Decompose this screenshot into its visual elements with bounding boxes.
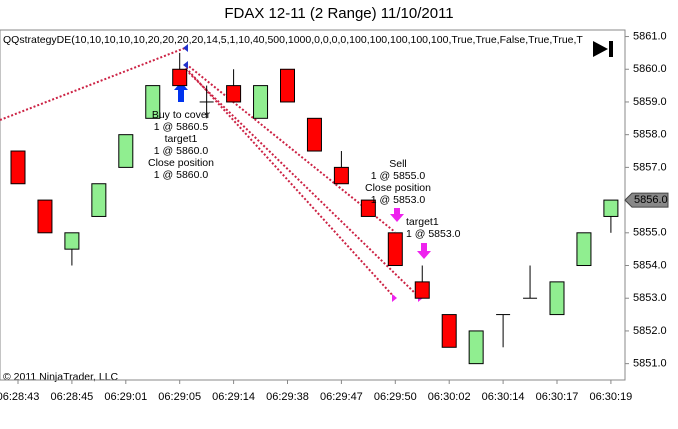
- annotation: target1: [406, 216, 439, 228]
- y-tick-label: 5859.0: [633, 96, 667, 108]
- candle-body: [64, 232, 80, 250]
- annotation: 1 @ 5860.0: [154, 169, 209, 181]
- candle-body: [226, 85, 242, 103]
- copyright: © 2011 NinjaTrader, LLC: [3, 371, 119, 383]
- y-tick-label: 5857.0: [633, 161, 667, 173]
- candle-body: [576, 232, 592, 267]
- trade-lines: [0, 47, 421, 299]
- annotation: Close position: [148, 157, 214, 169]
- annotation: target1: [165, 133, 198, 145]
- candle-body: [118, 134, 134, 168]
- x-tick-label: 06:30:17: [536, 391, 579, 403]
- candle-body: [37, 199, 53, 234]
- x-tick-label: 06:29:38: [266, 391, 309, 403]
- candle-body: [145, 85, 161, 119]
- x-tick-label: 06:28:43: [0, 391, 39, 403]
- annotation: 1 @ 5853.0: [406, 228, 461, 240]
- x-tick-label: 06:29:47: [320, 391, 363, 403]
- entry-marker: [183, 44, 188, 52]
- candle-body: [549, 281, 565, 316]
- annotation: Close position: [365, 182, 431, 194]
- x-tick-label: 06:30:14: [482, 391, 525, 403]
- candle-body: [306, 117, 322, 152]
- candle-body: [172, 68, 188, 87]
- candle-body: [253, 85, 269, 119]
- play-icon[interactable]: [593, 41, 608, 57]
- exit-arrow: [417, 243, 431, 259]
- y-tick-label: 5854.0: [633, 259, 667, 271]
- plot-frame: [0, 29, 626, 381]
- candle-body: [414, 281, 430, 299]
- annotation: 1 @ 5860.5: [154, 121, 209, 133]
- candle-body: [91, 183, 107, 217]
- last-price-tag: [624, 192, 669, 208]
- trade-line: [185, 63, 396, 233]
- candle-body: [441, 314, 457, 348]
- y-tick-label: 5860.0: [633, 63, 667, 75]
- annotation: 1 @ 5853.0: [371, 194, 426, 206]
- trade-line: [0, 47, 186, 121]
- x-tick-label: 06:28:45: [50, 391, 93, 403]
- x-tick-label: 06:29:01: [104, 391, 147, 403]
- y-tick-label: 5853.0: [633, 292, 667, 304]
- annotation: Buy to cover: [152, 109, 211, 121]
- entry-marker: [183, 61, 188, 69]
- buy-arrow: [174, 82, 188, 102]
- x-tick-label: 06:29:50: [374, 391, 417, 403]
- candle-body: [333, 166, 349, 185]
- exit-marker: [392, 294, 397, 302]
- annotation: 1 @ 5855.0: [371, 170, 426, 182]
- candle-body: [10, 150, 26, 185]
- x-tick-label: 06:29:14: [212, 391, 255, 403]
- annotation: Sell: [389, 158, 407, 170]
- candle-body: [603, 199, 619, 217]
- annotation: 1 @ 5860.0: [154, 145, 209, 157]
- candle-body: [387, 232, 403, 267]
- sell-arrow: [390, 208, 404, 222]
- y-tick-label: 5852.0: [633, 325, 667, 337]
- candle-body: [280, 68, 295, 103]
- y-tick-label: 5851.0: [633, 358, 667, 370]
- x-tick-label: 06:30:19: [589, 391, 632, 403]
- trade-line: [185, 69, 421, 299]
- candle-body: [360, 199, 376, 217]
- play-icon-bar[interactable]: [609, 41, 613, 57]
- y-tick-label: 5855.0: [633, 227, 667, 239]
- candle-body: [468, 330, 484, 365]
- last-price-label: 5856.0: [634, 194, 668, 206]
- x-tick-label: 06:30:02: [428, 391, 471, 403]
- y-tick-label: 5861.0: [633, 30, 667, 42]
- indicator-label: QQstrategyDE(10,10,10,10,10,20,20,20,20,…: [3, 34, 583, 46]
- chart-title: FDAX 12-11 (2 Range) 11/10/2011: [224, 5, 453, 22]
- y-tick-label: 5858.0: [633, 129, 667, 141]
- x-tick-label: 06:29:05: [158, 391, 201, 403]
